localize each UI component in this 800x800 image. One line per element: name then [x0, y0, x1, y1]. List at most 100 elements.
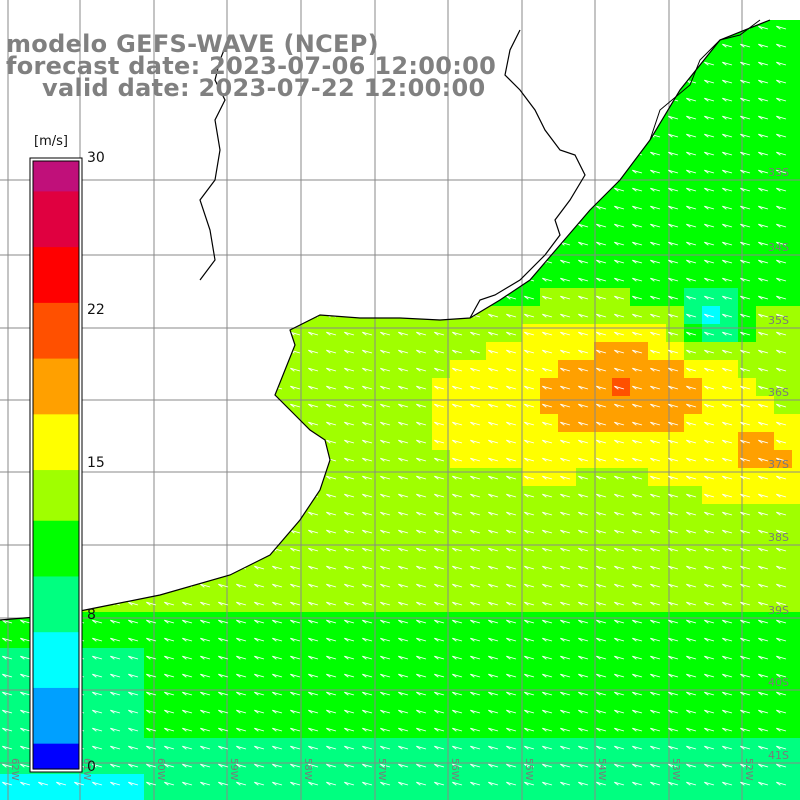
wind-arrow — [362, 403, 373, 408]
wind-arrow — [362, 745, 373, 750]
field-cell — [396, 432, 415, 451]
field-cell — [504, 594, 523, 613]
wind-arrow — [236, 763, 247, 768]
field-cell — [360, 774, 379, 793]
wind-arrow — [416, 547, 427, 552]
wind-arrow — [380, 475, 391, 480]
wind-arrow — [20, 673, 31, 678]
field-cell — [702, 756, 721, 775]
wind-arrow — [146, 619, 157, 624]
field-cell — [468, 756, 487, 775]
wind-arrow — [398, 637, 409, 642]
field-cell — [720, 54, 739, 73]
wind-arrow — [722, 619, 733, 624]
wind-arrow — [650, 781, 661, 786]
colorbar-step — [33, 414, 79, 420]
field-cell — [378, 324, 397, 343]
field-cell — [540, 414, 559, 433]
wind-arrow — [434, 493, 445, 498]
field-cell — [324, 774, 343, 793]
wind-arrow — [632, 511, 643, 516]
field-cell — [450, 342, 469, 361]
field-cell — [738, 288, 757, 307]
field-cell — [702, 108, 721, 127]
field-cell — [792, 630, 800, 649]
wind-arrow — [470, 601, 481, 606]
colorbar-step — [33, 358, 79, 365]
colorbar-step — [33, 470, 79, 476]
wind-arrow — [560, 475, 571, 480]
wind-arrow — [380, 331, 391, 336]
wind-arrow — [560, 691, 571, 696]
field-cell — [468, 576, 487, 595]
wind-arrow — [740, 475, 751, 480]
wind-arrow — [380, 547, 391, 552]
field-cell — [774, 396, 793, 415]
field-cell — [162, 594, 181, 613]
field-cell — [756, 378, 775, 397]
field-cell — [378, 414, 397, 433]
wind-arrow — [758, 529, 769, 534]
wind-arrow — [722, 547, 733, 552]
wind-arrow — [2, 673, 13, 678]
field-cell — [792, 684, 800, 703]
field-cell — [360, 558, 379, 577]
field-cell — [450, 540, 469, 559]
wind-arrow — [470, 367, 481, 372]
field-cell — [648, 756, 667, 775]
wind-arrow — [560, 637, 571, 642]
wind-arrow — [362, 781, 373, 786]
wind-arrow — [290, 709, 301, 714]
wind-arrow — [290, 367, 301, 372]
wind-arrow — [2, 655, 13, 660]
field-cell — [774, 702, 793, 721]
wind-arrow — [614, 223, 625, 228]
field-cell — [648, 648, 667, 667]
wind-arrow — [776, 763, 787, 768]
field-cell — [144, 666, 163, 685]
wind-arrow — [542, 637, 553, 642]
field-cell — [450, 468, 469, 487]
wind-arrow — [722, 583, 733, 588]
field-cell — [342, 342, 361, 361]
field-cell — [756, 234, 775, 253]
wind-arrow — [164, 637, 175, 642]
field-cell — [558, 252, 577, 271]
wind-arrow — [578, 475, 589, 480]
field-cell — [774, 720, 793, 739]
wind-arrow — [740, 43, 751, 48]
wind-arrow — [722, 709, 733, 714]
field-cell — [396, 738, 415, 757]
field-cell — [522, 540, 541, 559]
longitude-label: 59W — [228, 758, 239, 781]
wind-arrow — [470, 457, 481, 462]
wind-arrow — [506, 493, 517, 498]
wind-arrow — [218, 709, 229, 714]
wind-arrow — [776, 169, 787, 174]
colorbar-step — [33, 363, 79, 370]
field-cell — [540, 504, 559, 523]
field-cell — [486, 540, 505, 559]
field-cell — [756, 144, 775, 163]
wind-arrow — [92, 655, 103, 660]
wind-arrow — [740, 763, 751, 768]
field-cell — [252, 558, 271, 577]
wind-arrow — [578, 421, 589, 426]
field-cell — [396, 360, 415, 379]
colorbar-step — [33, 561, 79, 567]
wind-arrow — [434, 367, 445, 372]
wind-arrow — [722, 295, 733, 300]
wind-arrow — [614, 349, 625, 354]
field-cell — [198, 702, 217, 721]
wind-arrow — [740, 331, 751, 336]
field-cell — [0, 666, 19, 685]
field-cell — [414, 378, 433, 397]
wind-arrow — [308, 709, 319, 714]
field-cell — [360, 378, 379, 397]
colorbar-step — [33, 556, 79, 562]
wind-arrow — [542, 529, 553, 534]
field-cell — [702, 630, 721, 649]
wind-arrow — [524, 439, 535, 444]
wind-arrow — [776, 583, 787, 588]
field-cell — [216, 594, 235, 613]
